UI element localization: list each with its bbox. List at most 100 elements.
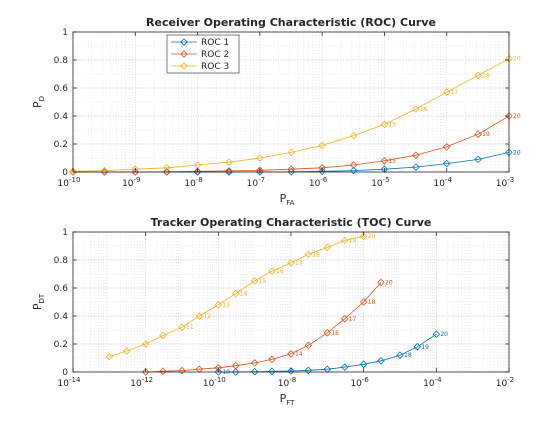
series-roc-3: 11 12 13 14 15 16 17 18 19 20 — [105, 232, 376, 361]
x-tick-label: 10-8 — [184, 176, 202, 189]
point-label: 20 — [513, 149, 521, 156]
data-point — [141, 368, 150, 376]
y-tick-label: 0.6 — [54, 284, 69, 294]
series-roc-3: 15 16 17 18 20 — [69, 54, 521, 176]
point-label: 12 — [203, 313, 211, 320]
y-axis-label: PDT — [31, 293, 46, 310]
data-point — [340, 315, 349, 323]
x-axis: 10-10 10-9 10-8 10-7 10-6 10-5 10-4 10-3 — [58, 32, 514, 189]
data-point — [396, 351, 404, 359]
x-tick-label: 10-7 — [247, 176, 265, 189]
x-tick-base: 10 — [58, 379, 70, 389]
data-point — [225, 167, 233, 175]
point-label: 16 — [276, 268, 284, 275]
x-tick-base: 10 — [58, 179, 70, 189]
x-tick-exp: -6 — [362, 376, 370, 384]
x-tick-exp: -6 — [320, 176, 328, 184]
x-tick-label: 10-10 — [58, 176, 81, 189]
point-label: 20 — [385, 279, 393, 286]
x-tick-exp: -5 — [383, 176, 390, 184]
x-tick-exp: -8 — [196, 176, 203, 184]
legend: ROC 1 ROC 2 ROC 3 — [166, 34, 240, 74]
data-point — [304, 341, 313, 350]
data-point — [256, 154, 264, 162]
data-point — [178, 366, 186, 375]
point-label: 18 — [482, 72, 490, 79]
data-point — [377, 278, 385, 287]
x-tick-label: 10-3 — [496, 176, 514, 189]
data-point — [359, 360, 368, 369]
y-tick-label: 0.8 — [54, 256, 69, 266]
x-tick-exp: -4 — [435, 376, 443, 384]
data-point — [340, 363, 349, 371]
x-tick-base: 10 — [203, 379, 215, 389]
y-tick-label: 1 — [62, 228, 68, 238]
data-point — [193, 167, 202, 176]
y-axis: 0 0.2 0.4 0.6 0.8 1 — [54, 228, 509, 378]
x-tick-label: 10-9 — [122, 176, 140, 189]
x-tick-base: 10 — [309, 179, 321, 189]
toc-axes: 1018192014161718201112131415161718192010… — [31, 216, 514, 407]
data-point — [131, 168, 140, 176]
point-label: 15 — [259, 278, 267, 285]
data-point — [412, 151, 420, 159]
x-tick-exp: -10 — [214, 376, 225, 384]
point-label: 19 — [482, 131, 490, 138]
y-tick-label: 0.2 — [54, 340, 68, 350]
y-tick-label: 1 — [62, 28, 68, 38]
point-label: 14 — [295, 351, 303, 358]
x-tick-exp: -3 — [507, 176, 514, 184]
data-point — [412, 105, 420, 113]
legend-entry: ROC 2 — [171, 50, 229, 60]
axes-box — [72, 31, 510, 173]
data-point — [250, 367, 259, 376]
chart-title: Tracker Operating Characteristic (TOC) C… — [151, 216, 432, 229]
x-tick-exp: -10 — [69, 176, 80, 184]
x-tick-label: 10-4 — [423, 376, 442, 389]
data-point — [304, 250, 313, 259]
point-label: 20 — [513, 56, 521, 63]
data-point — [340, 236, 349, 245]
data-point — [304, 366, 313, 375]
point-label: 17 — [451, 89, 459, 96]
series-line — [72, 58, 510, 172]
data-point — [318, 141, 326, 150]
point-label: 20 — [368, 233, 376, 240]
data-point — [442, 159, 451, 168]
data-point — [474, 155, 482, 164]
x-tick-label: 10-8 — [278, 376, 296, 389]
data-point — [287, 367, 295, 375]
data-point — [349, 131, 358, 140]
data-point — [141, 340, 150, 348]
x-tick-label: 10-2 — [496, 376, 514, 389]
data-point — [195, 312, 204, 320]
point-label: 16 — [331, 330, 339, 337]
grid — [72, 231, 510, 373]
data-point — [231, 289, 240, 298]
x-tick-exp: -2 — [507, 376, 514, 384]
y-axis: 0 0.2 0.4 0.6 0.8 1 — [54, 28, 509, 178]
data-point — [159, 331, 167, 340]
x-tick-label: 10-6 — [309, 176, 328, 189]
data-point — [162, 164, 171, 172]
x-axis-label: PFA — [280, 192, 295, 207]
data-point — [256, 166, 264, 175]
y-axis-label-main: P — [31, 101, 44, 108]
point-label: 18 — [368, 299, 376, 306]
x-tick-label: 10-5 — [371, 176, 389, 189]
y-axis-label-sub: DT — [38, 293, 46, 303]
point-label: 16 — [420, 106, 428, 113]
point-label: 20 — [440, 331, 448, 338]
legend-entry: ROC 3 — [171, 62, 229, 72]
y-tick-label: 0.4 — [54, 112, 69, 122]
x-tick-label: 10-14 — [58, 376, 81, 389]
data-point — [162, 167, 171, 176]
x-tick-base: 10 — [278, 379, 290, 389]
y-tick-label: 0.8 — [54, 56, 69, 66]
data-point — [268, 355, 276, 364]
data-point — [380, 157, 389, 165]
x-tick-exp: -8 — [289, 376, 296, 384]
x-tick-label: 10-4 — [433, 176, 452, 189]
